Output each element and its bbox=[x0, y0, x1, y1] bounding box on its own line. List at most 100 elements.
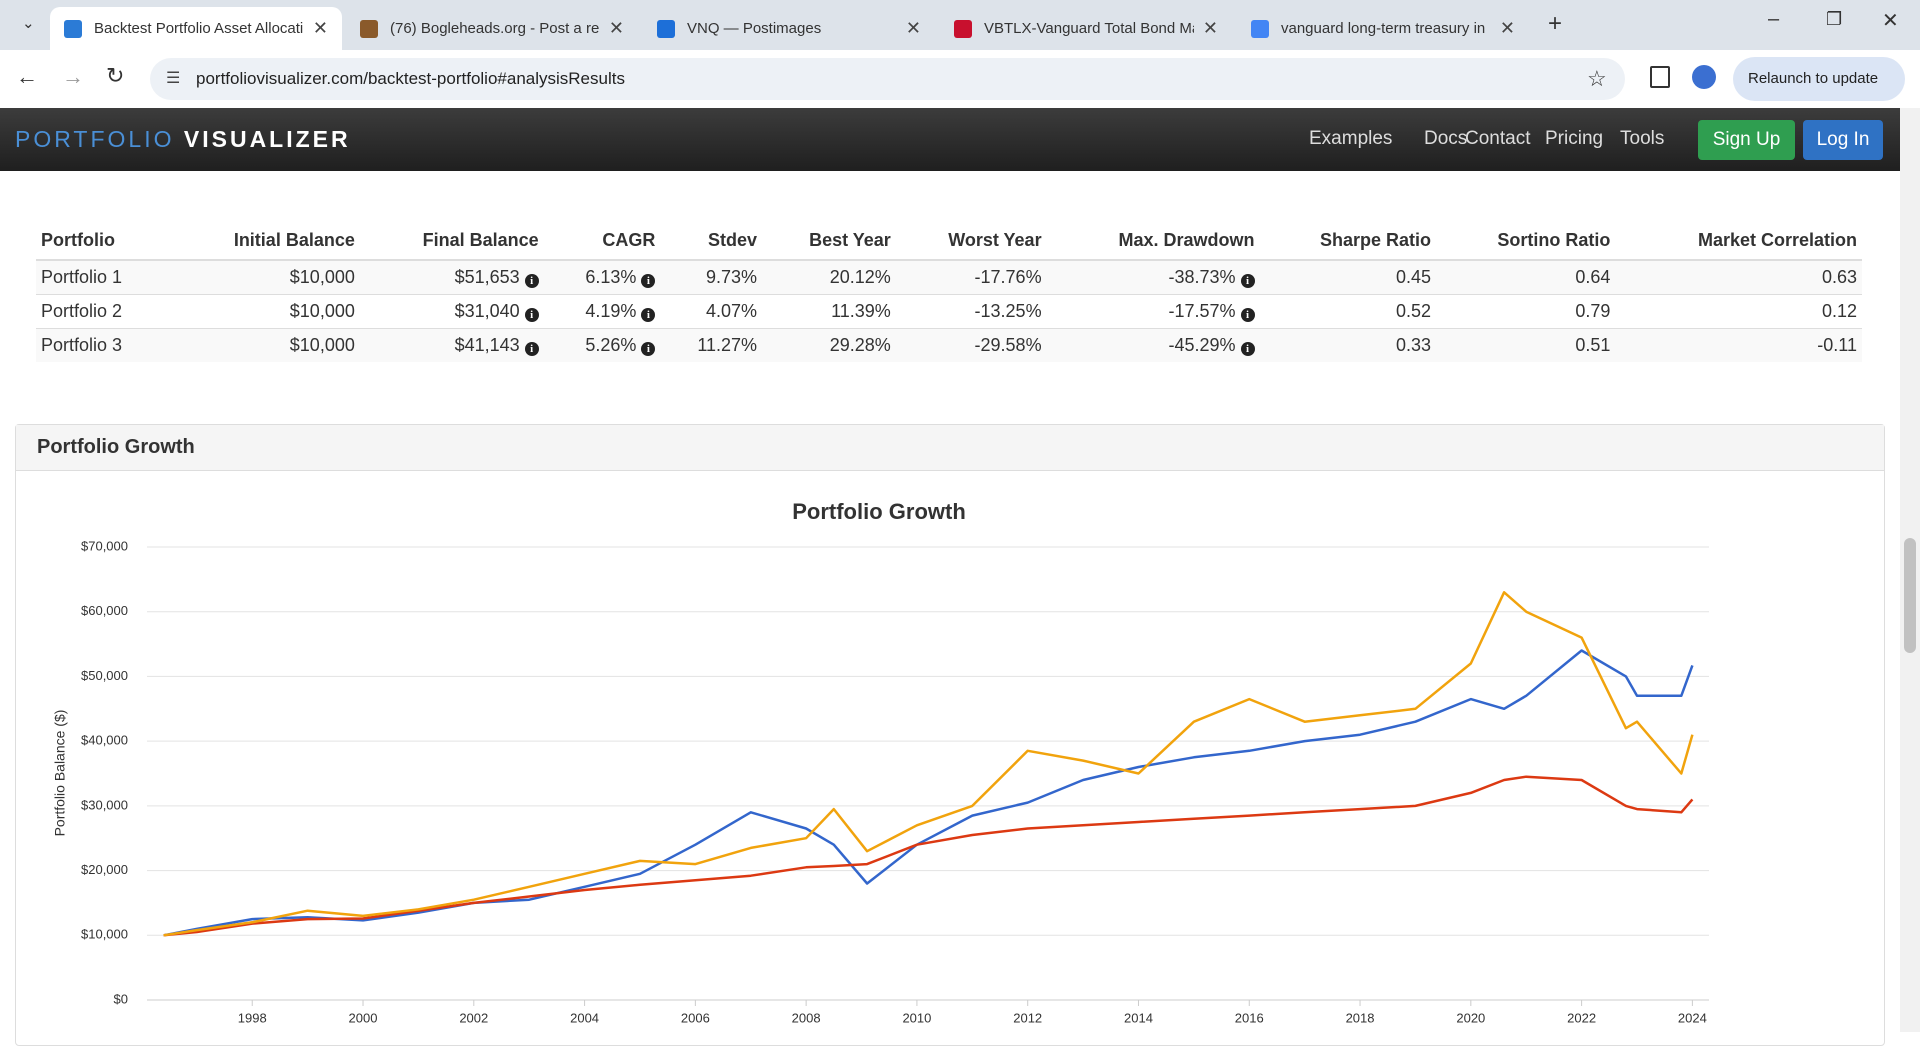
summary-table: Portfolio Initial Balance Final Balance CAG… bbox=[36, 222, 1862, 362]
column-header: Initial Balance bbox=[168, 222, 360, 261]
cell-text: -13.25% bbox=[974, 301, 1042, 321]
nav-link[interactable]: Contact bbox=[1465, 128, 1531, 149]
cell-text: Portfolio 3 bbox=[41, 335, 123, 355]
back[interactable]: ← bbox=[16, 64, 38, 89]
table-row: Portfolio 3 $10,000 $41,143 i 5.26% i 11.27% 29… bbox=[36, 328, 1862, 362]
table-cell: -17.76% bbox=[895, 259, 1047, 295]
table-cell: 29.28% bbox=[762, 328, 896, 362]
tab[interactable]: (76) Bogleheads.org - Post a rep ✕ bbox=[346, 7, 638, 50]
new-tab[interactable]: + bbox=[1548, 10, 1563, 37]
info-icon[interactable]: i bbox=[641, 274, 656, 288]
table-cell: 11.27% bbox=[660, 328, 763, 362]
table-cell: 0.63 bbox=[1615, 259, 1862, 295]
tab[interactable]: vanguard long-term treasury in ✕ bbox=[1237, 7, 1529, 50]
table-cell: 0.52 bbox=[1259, 294, 1437, 329]
y-tick-label: $50,000 bbox=[81, 668, 128, 683]
cell-text: 6.13% bbox=[585, 267, 637, 287]
sign-up-button[interactable]: Sign Up bbox=[1698, 120, 1795, 160]
series-line bbox=[163, 775, 1694, 937]
table-cell: -45.29% i bbox=[1046, 328, 1260, 362]
cell-text: -45.29% bbox=[1168, 335, 1236, 355]
restore[interactable]: ❐ bbox=[1826, 9, 1843, 29]
cell-text: 5.26% bbox=[585, 335, 637, 355]
nav-link[interactable]: Examples bbox=[1309, 128, 1393, 149]
column-header: Max. Drawdown bbox=[1046, 222, 1260, 261]
table-cell: 5.26% i bbox=[543, 328, 661, 362]
url[interactable]: portfoliovisualizer.com/backtest-portfol… bbox=[196, 69, 625, 88]
info-icon[interactable]: i bbox=[641, 342, 656, 356]
reload[interactable]: ↻ bbox=[106, 63, 125, 88]
site-info[interactable]: ☰ bbox=[166, 70, 181, 87]
column-header: Best Year bbox=[762, 222, 896, 261]
table-cell: 6.13% i bbox=[543, 259, 661, 295]
cell-text: 29.28% bbox=[829, 335, 891, 355]
tab-menu[interactable]: ⌄ bbox=[22, 15, 35, 32]
cell-text: -38.73% bbox=[1168, 267, 1236, 287]
brand[interactable]: PORTFOLIO VISUALIZER bbox=[15, 126, 351, 153]
site-nav: PORTFOLIO VISUALIZER Examples Docs Contact… bbox=[0, 108, 1900, 171]
bookmark-star[interactable]: ☆ bbox=[1587, 66, 1607, 91]
profile[interactable] bbox=[1692, 65, 1716, 89]
side-panel[interactable] bbox=[1650, 66, 1670, 88]
log-in-button[interactable]: Log In bbox=[1803, 120, 1883, 160]
tab-icon bbox=[657, 19, 675, 38]
tab-title: vanguard long-term treasury in bbox=[1281, 20, 1486, 37]
tab-icon bbox=[1251, 19, 1269, 38]
table-cell: -13.25% bbox=[895, 294, 1047, 329]
tab[interactable]: Backtest Portfolio Asset Allocati ✕ bbox=[50, 7, 342, 50]
forward[interactable]: → bbox=[62, 64, 84, 89]
column-header: Stdev bbox=[660, 222, 763, 261]
cell-text: 0.45 bbox=[1395, 267, 1432, 287]
cell-text: $10,000 bbox=[289, 335, 355, 355]
x-tick-label: 2008 bbox=[792, 1010, 821, 1025]
close-window[interactable]: ✕ bbox=[1882, 10, 1899, 32]
info-icon[interactable]: i bbox=[1240, 342, 1255, 356]
info-icon[interactable]: i bbox=[524, 274, 539, 288]
table-cell: Portfolio 1 bbox=[36, 259, 169, 295]
y-tick-label: $40,000 bbox=[81, 733, 128, 748]
tab-icon bbox=[360, 19, 378, 38]
minimize[interactable]: – bbox=[1768, 8, 1780, 30]
cell-text: 0.52 bbox=[1395, 301, 1432, 321]
tab[interactable]: VBTLX-Vanguard Total Bond Ma ✕ bbox=[940, 7, 1232, 50]
cell-text: 0.79 bbox=[1575, 301, 1611, 321]
tab-title: VBTLX-Vanguard Total Bond Ma bbox=[984, 20, 1194, 37]
info-icon[interactable]: i bbox=[1240, 274, 1255, 288]
tab-close[interactable]: ✕ bbox=[312, 18, 328, 38]
table-row: Portfolio 2 $10,000 $31,040 i 4.19% i 4.07% 11.… bbox=[36, 294, 1862, 329]
scrollbar[interactable] bbox=[1900, 108, 1920, 1032]
table-cell: Portfolio 3 bbox=[36, 328, 169, 362]
chart-title: Portfolio Growth bbox=[792, 499, 966, 524]
info-icon[interactable]: i bbox=[1240, 308, 1255, 322]
info-icon[interactable]: i bbox=[524, 342, 539, 356]
cell-text: $31,040 bbox=[454, 301, 520, 321]
info-icon[interactable]: i bbox=[524, 308, 539, 322]
column-header: Sortino Ratio bbox=[1436, 222, 1616, 261]
info-icon[interactable]: i bbox=[641, 308, 656, 322]
nav-link[interactable]: Pricing bbox=[1545, 128, 1604, 149]
tab-close[interactable]: ✕ bbox=[1202, 18, 1218, 38]
x-tick-label: 1998 bbox=[238, 1010, 267, 1025]
cell-text: 4.07% bbox=[706, 301, 758, 321]
tab-close[interactable]: ✕ bbox=[608, 18, 624, 38]
cell-text: $10,000 bbox=[289, 301, 355, 321]
tab-close[interactable]: ✕ bbox=[1499, 18, 1515, 38]
cell-text: $51,653 bbox=[454, 267, 520, 287]
table-cell: $51,653 i bbox=[359, 259, 544, 295]
table-cell: 4.07% bbox=[660, 294, 763, 329]
scroll-thumb[interactable] bbox=[1904, 538, 1916, 653]
relaunch-button[interactable]: Relaunch to update bbox=[1733, 57, 1905, 101]
table-cell: Portfolio 2 bbox=[36, 294, 169, 329]
omnibox[interactable]: ☰ portfoliovisualizer.com/backtest-portf… bbox=[150, 58, 1625, 100]
table-cell: 4.19% i bbox=[543, 294, 661, 329]
y-tick-label: $10,000 bbox=[81, 927, 128, 942]
tab-icon bbox=[954, 19, 972, 38]
tab[interactable]: VNQ — Postimages ✕ bbox=[643, 7, 935, 50]
x-tick-label: 2004 bbox=[570, 1010, 599, 1025]
nav-link[interactable]: Tools bbox=[1620, 128, 1665, 149]
growth-chart: Portfolio Growth Portfolio Balance ($) $… bbox=[52, 499, 1709, 1025]
tab-close[interactable]: ✕ bbox=[905, 18, 921, 38]
brand-second: VISUALIZER bbox=[183, 126, 351, 152]
nav-link[interactable]: Docs bbox=[1424, 128, 1468, 149]
